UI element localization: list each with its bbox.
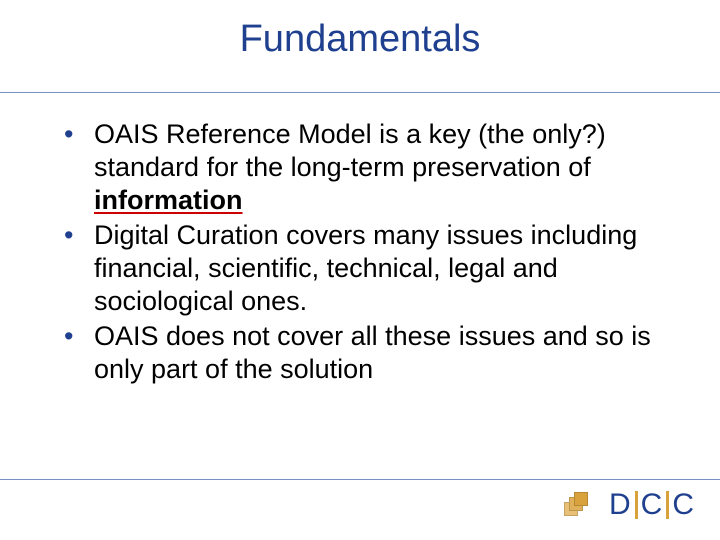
- footer-logo: DCC: [564, 488, 698, 522]
- text-run: OAIS does not cover all these issues and…: [94, 321, 651, 384]
- stack-icon: [564, 492, 592, 518]
- dcc-letter: D: [606, 488, 635, 522]
- divider-bottom: [0, 479, 720, 480]
- text-run: OAIS Reference Model is a key (the only?…: [94, 119, 606, 182]
- bullet-item: Digital Curation covers many issues incl…: [58, 219, 678, 318]
- content-area: OAIS Reference Model is a key (the only?…: [58, 118, 678, 388]
- text-run: information: [94, 185, 243, 215]
- dcc-letter: C: [638, 488, 667, 522]
- dcc-letter: C: [669, 488, 698, 522]
- bullet-item: OAIS does not cover all these issues and…: [58, 320, 678, 386]
- divider-top: [0, 92, 720, 93]
- bullet-list: OAIS Reference Model is a key (the only?…: [58, 118, 678, 386]
- dcc-wordmark: DCC: [606, 488, 698, 522]
- bullet-item: OAIS Reference Model is a key (the only?…: [58, 118, 678, 217]
- slide: Fundamentals OAIS Reference Model is a k…: [0, 0, 720, 540]
- slide-title: Fundamentals: [0, 0, 720, 61]
- stack-square: [574, 492, 588, 506]
- text-run: Digital Curation covers many issues incl…: [94, 220, 637, 316]
